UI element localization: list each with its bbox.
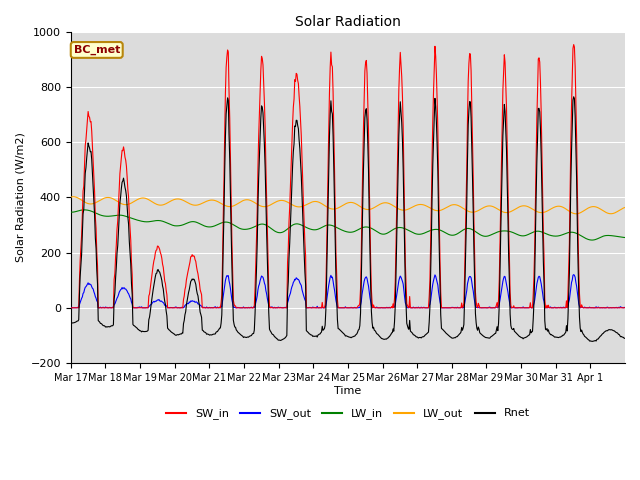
SW_in bbox=[621, 305, 629, 311]
Line: LW_out: LW_out bbox=[71, 197, 625, 214]
LW_out bbox=[67, 194, 75, 200]
LW_in bbox=[235, 225, 243, 231]
SW_out bbox=[437, 302, 445, 308]
SW_in bbox=[436, 258, 444, 264]
X-axis label: Time: Time bbox=[334, 385, 362, 396]
SW_out bbox=[406, 303, 413, 309]
LW_in bbox=[283, 227, 291, 232]
LW_out bbox=[132, 197, 140, 203]
Line: LW_in: LW_in bbox=[71, 210, 625, 240]
LW_out bbox=[235, 200, 243, 206]
Rnet bbox=[405, 326, 413, 332]
Rnet bbox=[621, 336, 629, 341]
Rnet bbox=[234, 329, 241, 335]
LW_out bbox=[69, 194, 77, 200]
Y-axis label: Solar Radiation (W/m2): Solar Radiation (W/m2) bbox=[15, 132, 25, 262]
Text: BC_met: BC_met bbox=[74, 45, 120, 55]
SW_out bbox=[132, 305, 140, 311]
LW_in bbox=[132, 217, 140, 223]
LW_out bbox=[572, 211, 580, 216]
Rnet bbox=[67, 320, 75, 326]
SW_in bbox=[261, 124, 269, 130]
Line: SW_in: SW_in bbox=[71, 45, 625, 308]
Title: Solar Radiation: Solar Radiation bbox=[295, 15, 401, 29]
SW_out bbox=[235, 305, 243, 311]
Line: SW_out: SW_out bbox=[71, 275, 625, 308]
LW_out bbox=[437, 207, 445, 213]
SW_out bbox=[262, 288, 269, 293]
SW_out bbox=[283, 305, 291, 311]
SW_out bbox=[67, 304, 75, 310]
SW_in bbox=[234, 305, 241, 311]
Rnet bbox=[261, 165, 269, 171]
SW_in bbox=[570, 42, 577, 48]
SW_out bbox=[570, 272, 577, 277]
SW_in bbox=[405, 305, 413, 311]
SW_out bbox=[621, 305, 629, 311]
LW_out bbox=[621, 204, 629, 210]
LW_in bbox=[262, 222, 269, 228]
SW_in bbox=[67, 305, 75, 311]
LW_in bbox=[406, 228, 413, 234]
LW_in bbox=[67, 209, 75, 215]
LW_in bbox=[437, 228, 445, 233]
LW_in bbox=[588, 237, 596, 243]
Rnet bbox=[282, 334, 290, 339]
Rnet bbox=[589, 338, 596, 344]
LW_in bbox=[621, 235, 629, 240]
Rnet bbox=[436, 284, 444, 289]
SW_in bbox=[282, 305, 290, 311]
SW_in bbox=[132, 305, 140, 311]
Rnet bbox=[570, 94, 577, 100]
Legend: SW_in, SW_out, LW_in, LW_out, Rnet: SW_in, SW_out, LW_in, LW_out, Rnet bbox=[162, 404, 534, 424]
Rnet bbox=[132, 324, 140, 330]
SW_out bbox=[68, 305, 76, 311]
LW_out bbox=[262, 204, 269, 209]
Line: Rnet: Rnet bbox=[71, 97, 625, 341]
LW_out bbox=[406, 205, 413, 211]
LW_out bbox=[283, 199, 291, 204]
LW_in bbox=[81, 207, 88, 213]
